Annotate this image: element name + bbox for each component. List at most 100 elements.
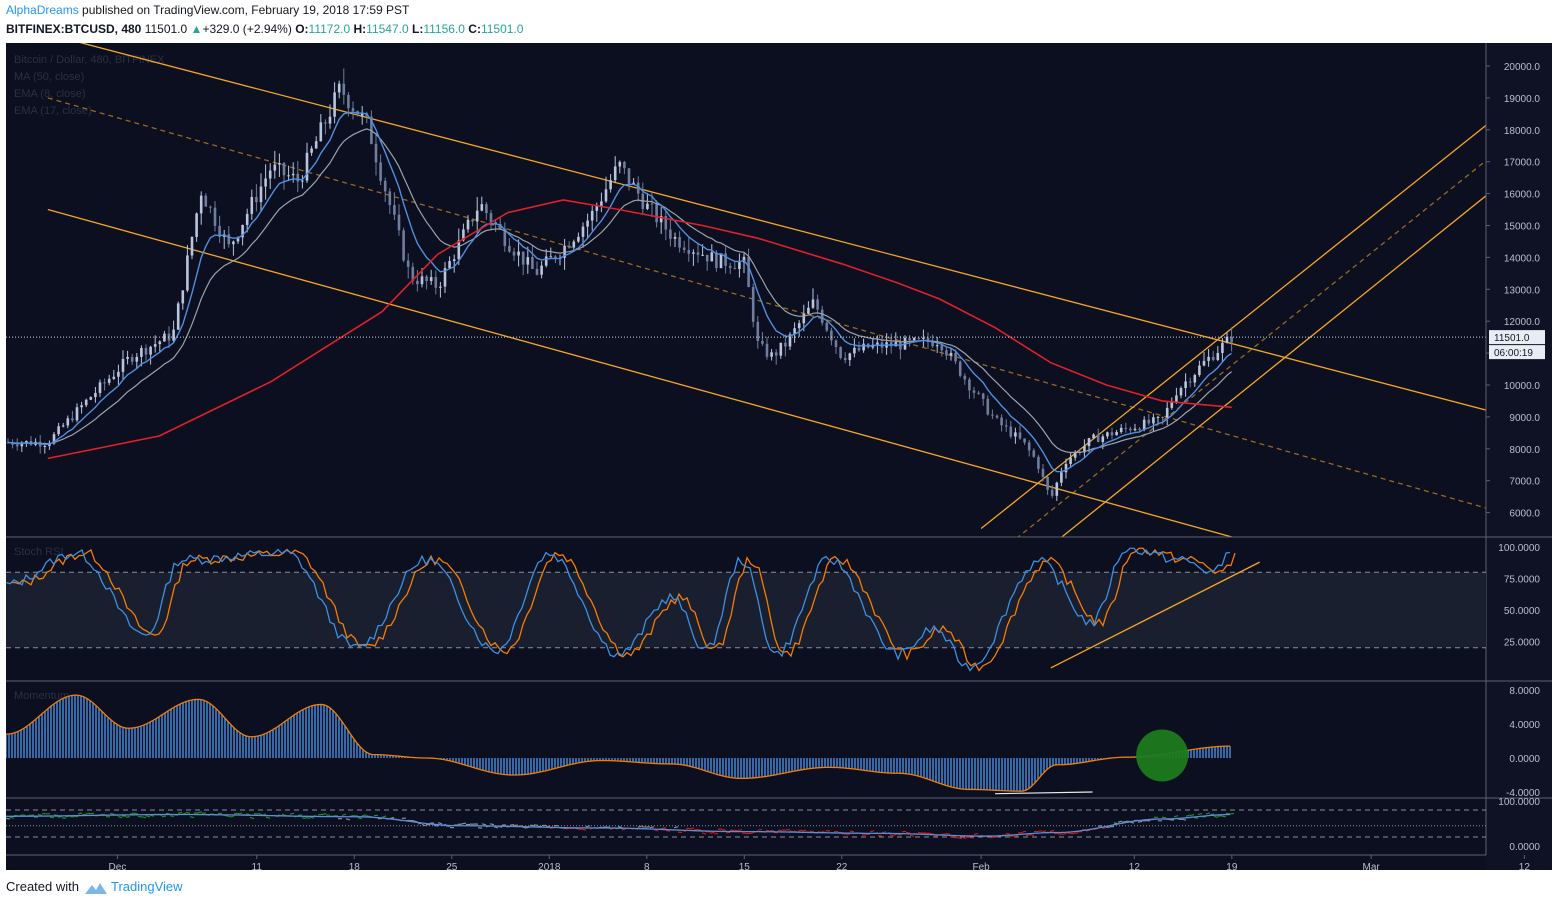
rsi-segment [889,834,895,837]
change-value: +329.0 (+2.94%) [202,22,292,36]
candle-body [457,240,461,260]
candle-body [121,359,125,372]
candle-body [360,113,364,116]
rsi-segment [797,829,803,832]
candle-body [1009,426,1013,437]
rsi-segment [1169,819,1175,821]
rsi-y-tick-label: 100.0000 [1498,797,1540,808]
candle-body [94,392,97,398]
x-tick-label: Mar [1363,862,1381,870]
candle-body [448,261,451,269]
author-link[interactable]: AlphaDreams [6,3,79,17]
rsi-segment [1117,820,1123,823]
candle-body [958,361,962,376]
indicator-legend: MA (50, close) [14,71,84,83]
candle-body [103,382,106,384]
candle-body [977,392,980,394]
candle-body [1138,428,1141,430]
rsi-segment [1177,818,1183,821]
candle-body [1142,419,1146,430]
rsi-segment [421,824,427,827]
candle-body [172,329,175,341]
candle-body [245,213,249,225]
candle-body [613,166,617,181]
rsi-segment [1161,816,1167,819]
candle-body [1064,463,1068,473]
candle-body [1101,436,1105,443]
candle-body [351,108,355,111]
rsi-segment [189,816,195,819]
candle-body [972,390,976,393]
candle-body [830,330,833,341]
candle-body [1188,381,1192,383]
candle-body [981,393,985,399]
candle-body [659,216,663,223]
rsi-segment [877,834,883,837]
candle-body [627,168,631,184]
rsi-segment [129,812,135,815]
rsi-segment [649,826,655,829]
x-tick-label: 2018 [538,862,561,870]
candle-body [1041,468,1045,477]
candle-body [949,352,953,356]
candle-body [278,162,281,165]
rsi-segment [1037,830,1043,832]
candle-body [250,196,254,214]
rsi-segment [957,837,963,840]
y-tick-label: 19000.0 [1504,94,1541,105]
rsi-segment [973,832,979,835]
candle-body [1193,375,1197,383]
candle-body [935,345,939,347]
candle-body [540,265,543,275]
countdown-tag [1489,345,1545,360]
candle-body [328,116,332,124]
candle-body [117,371,120,377]
rsi-segment [6,817,11,820]
chart-canvas[interactable]: Bitcoin / Dollar, 480, BITFINEX MA (50, c… [6,43,1552,870]
candle-body [1004,425,1008,427]
y-tick-label: 15000.0 [1504,222,1541,233]
rsi-segment [917,831,923,834]
candle-body [52,434,56,444]
candle-body [287,175,290,177]
candle-body [181,290,185,304]
candle-body [324,122,327,124]
rsi-segment [109,812,115,815]
candle-body [917,337,921,339]
ma-50-line [47,199,1232,460]
candle-body [517,251,520,256]
candle-body [420,276,424,285]
candle-body [402,230,405,261]
rsi-segment [1049,829,1055,833]
rsi-segment [765,829,771,832]
rsi-segment [749,831,755,835]
rsi-segment [265,816,271,819]
candle-body [130,357,134,362]
candle-body [912,337,916,341]
candle-body [107,378,111,383]
candle-body [834,340,838,348]
candle-body [715,252,718,269]
rsi-segment [849,830,855,833]
momentum-divergence-line [995,791,1093,795]
candle-body [862,343,865,351]
candle-body [876,342,879,345]
rsi-segment [357,817,363,820]
low-value: 11156.0 [423,22,465,36]
candle-body [218,225,221,237]
candle-body [646,203,649,209]
descending-channel-mid-line [47,97,1486,509]
ascending-channel-upper-line [980,124,1486,530]
rsi-segment [149,814,155,817]
candle-body [954,352,957,362]
candle-body [774,352,778,356]
rsi-segment [321,813,327,816]
candle-body [1032,450,1036,457]
footer: Created with TradingView [6,879,183,894]
candle-body [751,287,755,322]
x-tick-label: 12 [1129,862,1141,870]
candle-body [1184,381,1187,389]
tradingview-link[interactable]: TradingView [110,879,183,894]
candle-body [857,347,861,351]
candle-body [319,122,323,142]
